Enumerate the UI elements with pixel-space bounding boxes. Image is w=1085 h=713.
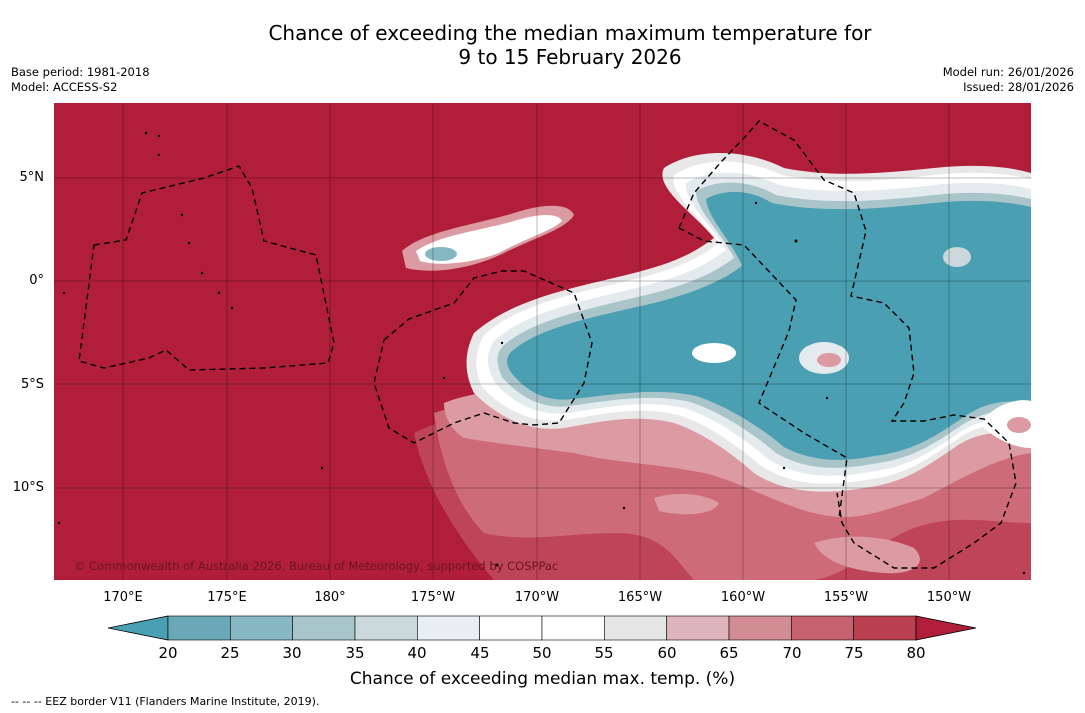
colorbar-segment [479, 615, 543, 641]
colorbar-segment [791, 615, 854, 641]
island [825, 396, 829, 400]
lon-label-180: 180° [314, 590, 346, 605]
colorbar-tick: 55 [594, 644, 614, 662]
colorbar-tick: 70 [782, 644, 802, 662]
colorbar-segment [230, 615, 293, 641]
island [200, 271, 204, 275]
colorbar-segment [666, 615, 730, 641]
island [62, 291, 66, 295]
lon-label-150w: 150°W [926, 590, 972, 605]
meta-left: Base period: 1981-2018 Model: ACCESS-S2 [11, 65, 150, 95]
base-period-text: Base period: 1981-2018 [11, 65, 150, 79]
colorbar-segment [354, 615, 418, 641]
colorbar-tick: 60 [657, 644, 677, 662]
colorbar-segment [604, 615, 667, 641]
colorbar-tick: 25 [220, 644, 240, 662]
eez-gilbert [78, 165, 335, 371]
band-20-main [507, 191, 1031, 460]
eez-line-north [678, 120, 1017, 569]
island [1022, 571, 1026, 575]
colorbar-segment [728, 615, 792, 641]
lon-label-175e: 175°E [207, 590, 247, 605]
model-text: Model: ACCESS-S2 [11, 80, 118, 94]
colorbar-tick: 20 [158, 644, 178, 662]
graticule [54, 103, 1031, 580]
map-panel [54, 103, 1031, 580]
colorbar-tick: 40 [407, 644, 427, 662]
island [754, 201, 758, 205]
island [495, 563, 499, 567]
band-65-blob-2 [654, 493, 719, 515]
lon-label-165w: 165°W [617, 590, 663, 605]
colorbar-segment [853, 615, 917, 641]
colorbar-label: Chance of exceeding median max. temp. (%… [349, 669, 736, 689]
colorbar-low-arrow [107, 615, 169, 641]
colorbar-segment [541, 615, 605, 641]
colorbar-segment [167, 615, 231, 641]
issued-text: Issued: 28/01/2026 [963, 80, 1074, 94]
colorbar-tick: 45 [470, 644, 490, 662]
eez-line-mid [678, 227, 848, 519]
colorbar-tick: 35 [345, 644, 365, 662]
band-65-blob [814, 536, 920, 574]
lon-label-155w: 155°W [823, 590, 869, 605]
colorbar-tick: 50 [532, 644, 552, 662]
island [622, 506, 626, 510]
blob-pink-right [1007, 417, 1031, 433]
island [230, 306, 234, 310]
lon-label-160w: 160°W [720, 590, 766, 605]
map-title: Chance of exceeding the median maximum t… [0, 21, 1085, 69]
island [180, 213, 184, 217]
colorbar [107, 614, 978, 642]
island [157, 134, 161, 138]
eez-footnote: -- -- -- EEZ border V11 (Flanders Marine… [11, 695, 320, 708]
island [144, 131, 148, 135]
colorbar-segment [292, 615, 356, 641]
colorbar-tick: 30 [282, 644, 302, 662]
model-run-text: Model run: 26/01/2026 [942, 65, 1074, 79]
blob-north-blue [425, 247, 457, 261]
title-line-1: Chance of exceeding the median maximum t… [268, 21, 872, 45]
colorbar-graphic [107, 615, 977, 641]
eez-borders [78, 120, 1017, 569]
colorbar-segment [417, 615, 480, 641]
island [782, 466, 786, 470]
copyright-notice: © Commonwealth of Australia 2026, Bureau… [74, 559, 559, 573]
island [442, 376, 446, 380]
island [794, 239, 798, 243]
island [187, 241, 191, 245]
island [320, 466, 324, 470]
lat-label-5n: 5°N [19, 170, 45, 185]
lon-label-175w: 175°W [410, 590, 456, 605]
temperature-map [54, 103, 1031, 580]
island [157, 153, 161, 157]
blob-white-3 [817, 353, 841, 367]
lon-label-170e: 170°E [103, 590, 143, 605]
lat-label-0: 0° [29, 273, 44, 288]
lat-label-5s: 5°S [20, 377, 44, 392]
title-line-2: 9 to 15 February 2026 [458, 45, 682, 69]
islands [57, 131, 1026, 575]
colorbar-high-arrow [915, 615, 977, 641]
lon-label-170w: 170°W [514, 590, 560, 605]
island [500, 341, 504, 345]
island [217, 291, 221, 295]
colorbar-tick: 65 [719, 644, 739, 662]
meta-right: Model run: 26/01/2026 Issued: 28/01/2026 [943, 65, 1074, 95]
blob-white-4 [943, 247, 971, 267]
eez-phoenix [373, 270, 593, 444]
island [57, 521, 61, 525]
colorbar-tick: 75 [844, 644, 864, 662]
blob-white-1 [692, 343, 736, 363]
lat-label-10s: 10°S [12, 480, 44, 495]
colorbar-tick: 80 [906, 644, 926, 662]
